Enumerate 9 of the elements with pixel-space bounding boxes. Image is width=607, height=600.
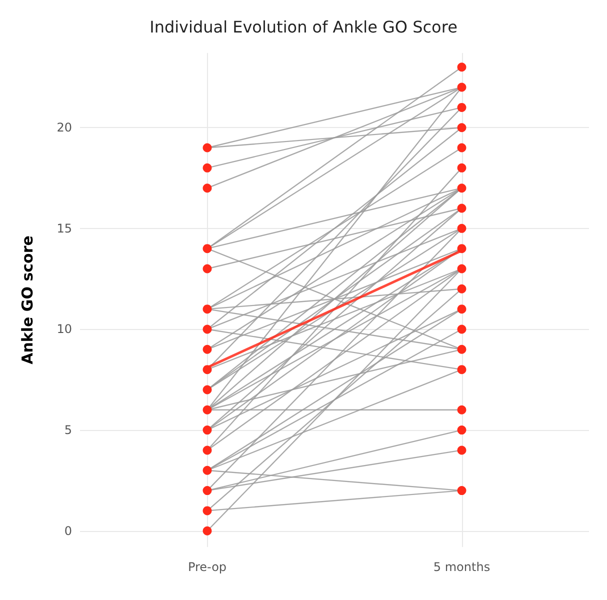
x-tick-label: Pre-op	[188, 560, 227, 574]
x-tick-label: 5 months	[433, 560, 490, 574]
y-tick-label: 5	[64, 423, 72, 438]
y-tick-label: 0	[64, 524, 72, 538]
y-tick-label: 20	[56, 120, 72, 135]
chart-title: Individual Evolution of Ankle GO Score	[150, 18, 458, 36]
y-axis-title: Ankle GO score	[18, 236, 36, 364]
y-tick-label: 15	[56, 221, 72, 236]
y-tick-label: 10	[56, 322, 72, 336]
